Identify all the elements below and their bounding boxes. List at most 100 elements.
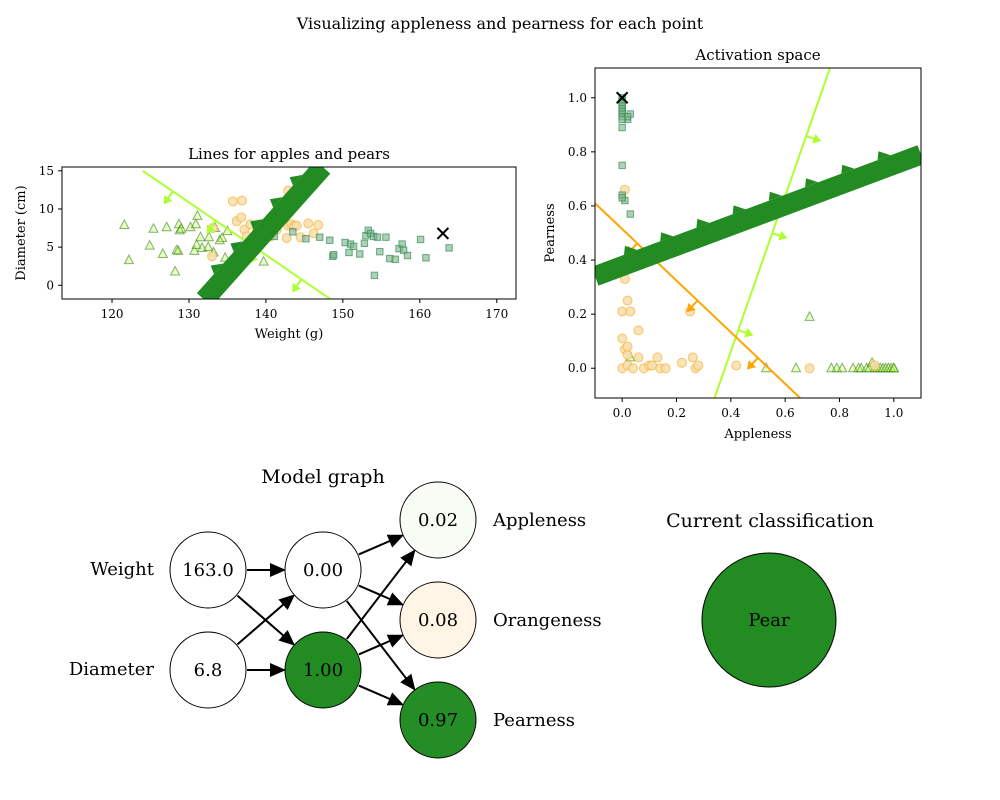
left-orange-point	[237, 195, 248, 206]
output-label-pearness: Pearness	[493, 710, 575, 731]
left-pear-boundary-barb	[230, 241, 244, 252]
output-value-pearness: 0.97	[418, 710, 458, 731]
left-axes-frame	[61, 166, 517, 300]
left-pear-point	[360, 239, 369, 248]
right-y-tick-label: 1.0	[568, 91, 587, 105]
right-pear-boundary-barb	[732, 205, 746, 215]
classification-circle	[701, 552, 837, 688]
input-node-diameter	[169, 631, 247, 709]
right-pear-point	[618, 161, 626, 170]
right-pear-boundary-barb	[877, 151, 891, 161]
right-apple-arrow-head	[744, 327, 754, 338]
right-pear-boundary-barb	[768, 191, 782, 201]
left-apple-boundary-line	[142, 169, 332, 299]
left-apple-point	[144, 239, 156, 250]
right-y-tick-label: 0.4	[568, 253, 587, 267]
right-orange-boundary-line	[595, 202, 801, 398]
right-orange-point	[804, 363, 815, 374]
chart-activation-space: Activation space 0.0 0.2 0.4 0.6 0.8 1.00.00.…	[543, 46, 922, 442]
left-x-tick-label: 130	[178, 307, 201, 321]
chart-left-title: Lines for apples and pears	[188, 145, 390, 163]
right-pear-boundary-barb	[623, 245, 638, 255]
hidden-value-1: 0.00	[303, 560, 343, 581]
left-apple-point	[216, 231, 228, 242]
right-x-tick-label: 1.0	[884, 406, 903, 420]
left-apple-point	[123, 254, 135, 265]
left-pear-boundary-band	[196, 167, 331, 299]
chart-weight-diameter: Lines for apples and pears 120 130 140 150 1…	[14, 145, 517, 342]
left-apple-point	[195, 231, 206, 242]
left-pear-boundary-barb	[210, 263, 224, 274]
left-apple-point	[202, 241, 214, 252]
right-orange-point	[660, 363, 671, 374]
left-x-tick-label: 140	[254, 307, 277, 321]
left-pear-point	[356, 250, 364, 258]
left-plot-area	[118, 167, 453, 299]
left-apple-arrow-head	[206, 224, 216, 234]
output-node-orangeness	[399, 581, 477, 659]
left-pear-point	[345, 248, 353, 257]
right-orange-point	[628, 363, 639, 374]
figure-title: Visualizing appleness and pearness for e…	[296, 14, 704, 33]
hidden-node-1	[284, 531, 362, 609]
right-orange-point	[687, 352, 698, 363]
left-pear-point	[376, 247, 384, 256]
left-current-point-marker	[436, 227, 450, 240]
classification-title: Current classification	[666, 510, 874, 532]
left-apple-point	[189, 244, 200, 255]
output-label-appleness: Appleness	[492, 510, 586, 531]
left-apple-arrow-head	[292, 283, 301, 293]
left-pear-point	[399, 246, 408, 254]
graph-edge	[358, 534, 405, 556]
right-pear-boundary-band	[595, 145, 921, 286]
left-x-tick-label: 160	[408, 307, 431, 321]
input-label-diameter: Diameter	[69, 659, 155, 680]
left-y-tick-label: 0	[46, 278, 54, 292]
left-x-axis-label: Weight (g)	[255, 327, 324, 342]
left-pear-point	[382, 233, 390, 241]
left-axis-ticks: 120 130 140 150 160 170 0 5 10 15	[39, 164, 508, 321]
output-node-pearness	[399, 681, 477, 759]
left-pear-point	[370, 271, 379, 280]
left-y-axis-label: Diameter (cm)	[14, 185, 29, 280]
right-x-axis-label: Appleness	[723, 427, 791, 442]
left-y-tick-label: 10	[39, 202, 54, 216]
right-orange-point	[617, 333, 628, 344]
left-pear-point	[445, 244, 453, 252]
right-apple-arrow-head	[812, 133, 822, 144]
right-pear-boundary-barb	[805, 178, 819, 188]
left-pear-point	[373, 233, 382, 241]
output-value-orangeness: 0.08	[418, 610, 458, 631]
right-pear-point	[618, 194, 626, 202]
output-label-orangeness: Orangeness	[493, 610, 602, 631]
left-pear-point	[403, 251, 412, 260]
graph-edge	[358, 634, 405, 656]
right-orange-point	[622, 295, 633, 306]
right-orange-point	[693, 360, 704, 371]
left-x-tick-label: 120	[101, 307, 124, 321]
right-apple-point	[888, 362, 900, 373]
left-apple-point	[161, 221, 172, 232]
classification-label: Pear	[748, 610, 790, 631]
left-x-tick-label: 170	[485, 307, 508, 321]
right-apple-point	[804, 310, 815, 321]
right-y-axis-label: Pearness	[543, 203, 558, 262]
input-value-diameter: 6.8	[194, 660, 223, 681]
right-orange-arrow-head	[686, 302, 696, 313]
right-apple-point	[790, 362, 802, 373]
left-apple-point	[192, 209, 203, 220]
left-apple-point	[175, 222, 187, 233]
right-pear-boundary-barb	[660, 232, 674, 242]
left-x-tick-label: 150	[331, 307, 354, 321]
left-pear-point	[329, 251, 338, 259]
left-pear-point	[398, 240, 406, 248]
left-apple-point	[172, 244, 184, 255]
right-orange-point	[647, 360, 658, 371]
left-apple-point	[203, 231, 215, 242]
left-orange-point	[281, 232, 292, 243]
right-y-tick-label: 0.0	[568, 361, 587, 375]
graph-edge	[236, 594, 296, 646]
hidden-value-2: 1.00	[303, 660, 343, 681]
right-current-point-marker	[615, 91, 629, 104]
left-orange-point	[291, 220, 302, 231]
